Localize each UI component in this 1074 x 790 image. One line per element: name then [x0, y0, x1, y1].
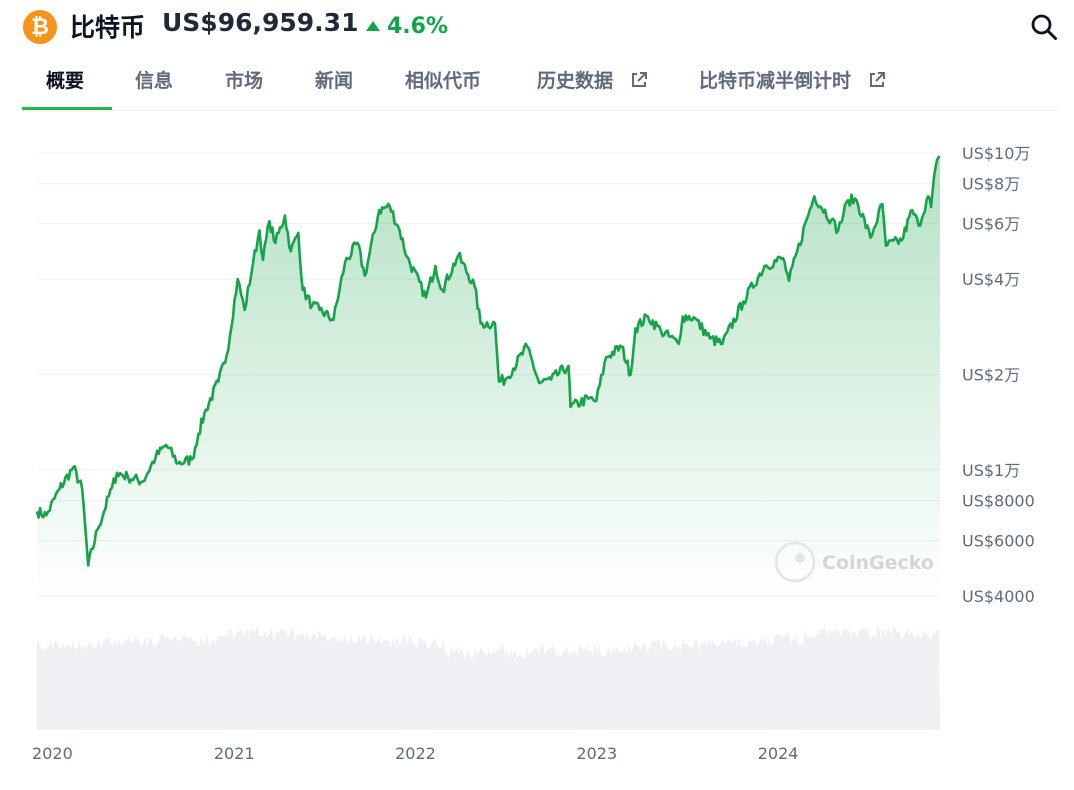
y-tick-label: US$10万 — [962, 144, 1030, 163]
price-line — [35, 155, 941, 567]
tab-label: 市场 — [225, 70, 264, 92]
tab-label: 相似代币 — [405, 70, 482, 92]
tab-label: 历史数据 — [537, 70, 614, 92]
svg-text:₿: ₿ — [31, 15, 49, 40]
y-tick-label: US$6万 — [962, 214, 1020, 233]
y-tick-label: US$1万 — [962, 461, 1020, 480]
y-tick-label: US$2万 — [962, 366, 1020, 385]
tab-label: 概要 — [46, 70, 85, 92]
volume-area — [37, 625, 940, 730]
external-link-icon — [869, 72, 885, 87]
tab-label: 信息 — [135, 70, 174, 92]
bitcoin-logo-icon: ₿ — [23, 10, 57, 44]
coingecko-watermark: CoinGecko — [774, 541, 934, 583]
tab-markets[interactable]: 市场 — [225, 56, 263, 108]
active-tab-indicator — [22, 107, 112, 110]
coin-tabs: 概要 信息 市场 新闻 相似代币 历史数据 比特币减半倒计时 — [22, 56, 1058, 111]
y-tick-label: US$8000 — [962, 492, 1035, 511]
tab-historical-data[interactable]: 历史数据 — [537, 56, 648, 108]
price-chart[interactable]: US$10万 US$8万 US$6万 US$4万 US$2万 US$1万 US$8000 US… — [0, 118, 1074, 778]
y-tick-label: US$4万 — [962, 270, 1020, 289]
y-tick-label: US$8万 — [962, 175, 1020, 194]
x-tick-label: 2021 — [214, 744, 255, 763]
tab-info[interactable]: 信息 — [135, 56, 173, 108]
x-axis: 2020 2021 2022 2023 2024 — [32, 744, 798, 763]
price-change-percent: 4.6% — [387, 13, 449, 39]
tab-overview[interactable]: 概要 — [46, 56, 84, 108]
x-tick-label: 2024 — [758, 744, 799, 763]
y-axis: US$10万 US$8万 US$6万 US$4万 US$2万 US$1万 US$8000 US… — [962, 144, 1035, 606]
tab-label: 新闻 — [315, 70, 354, 92]
tab-halving-countdown[interactable]: 比特币减半倒计时 — [699, 56, 886, 108]
y-tick-label: US$6000 — [962, 531, 1035, 550]
gecko-logo-icon — [774, 541, 816, 583]
search-icon[interactable] — [1030, 13, 1058, 41]
y-tick-label: US$4000 — [962, 587, 1035, 606]
caret-up-icon — [366, 21, 380, 31]
gecko-eye-icon — [795, 553, 805, 563]
price-area-fill — [37, 157, 940, 596]
price-change: 4.6% — [365, 12, 448, 40]
coin-header: ₿ 比特币 US$96,959.31 4.6% — [0, 0, 1074, 52]
x-tick-label: 2020 — [32, 744, 73, 763]
coin-price: US$96,959.31 — [162, 8, 359, 37]
coin-name: 比特币 — [70, 13, 146, 42]
tab-label: 比特币减半倒计时 — [699, 70, 852, 92]
watermark-text: CoinGecko — [822, 552, 934, 574]
tab-news[interactable]: 新闻 — [315, 56, 353, 108]
external-link-icon — [631, 72, 647, 87]
x-tick-label: 2022 — [395, 744, 436, 763]
tab-similar-coins[interactable]: 相似代币 — [405, 56, 481, 108]
x-tick-label: 2023 — [576, 744, 617, 763]
